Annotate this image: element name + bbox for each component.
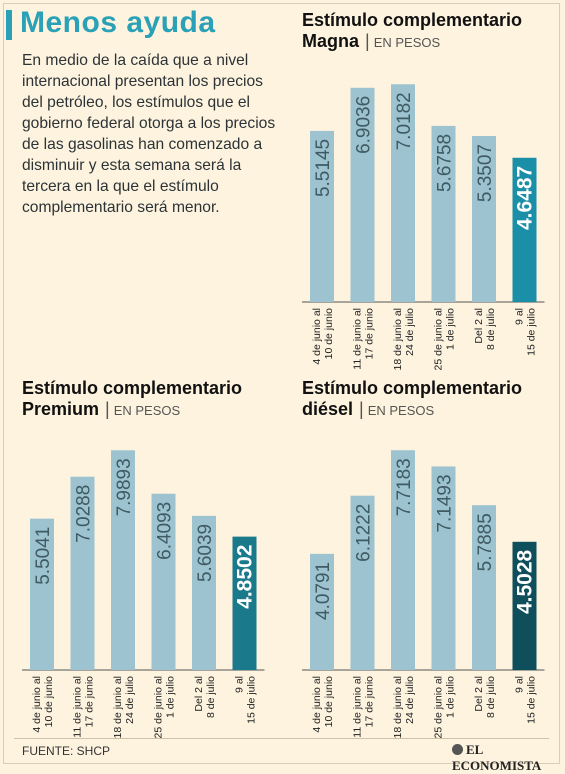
title-accent-bar [6,10,12,40]
intro-paragraph: En medio de la caída que a nivel interna… [22,52,276,216]
chart-magna-title-line2: Magna [302,31,360,51]
chart-magna-value-label-3: 5.6758 [435,134,456,192]
chart-magna-value-label-4: 5.3507 [475,144,496,202]
chart-diesel-bar-5 [512,541,537,670]
chart-premium-bar-4 [192,515,216,670]
chart-diesel-value-label-5: 4.5028 [514,549,537,614]
chart-magna-bar-3 [431,125,456,302]
chart-diesel-bar-4 [472,505,496,670]
chart-diesel-category-label-1: 11 de junio al17 de junio [352,676,376,738]
chart-premium-value-label-1: 7.0288 [74,485,95,543]
chart-diesel-category-label-2: 18 de junio al24 de julio [392,676,416,739]
chart-diesel-bar-1 [350,495,375,670]
chart-diesel-value-label-2: 7.7183 [394,458,415,516]
chart-premium-value-label-3: 6.4093 [155,502,176,560]
chart-magna-category-label-5: 9 al15 de julio [514,308,538,356]
chart-premium-title-line1: Estímulo complementario [22,378,243,398]
chart-premium-category-label-1: 11 de junio al17 de junio [72,676,96,738]
chart-magna-category-label-2: 18 de junio al24 de julio [392,308,416,371]
chart-premium-value-label-5: 4.8502 [234,545,257,609]
chart-diesel-separator: | [359,399,364,419]
chart-premium-value-label-4: 5.6039 [195,524,216,582]
chart-diesel-category-label-3: 25 de junio al1 de julio [433,676,457,739]
chart-premium-title-line2: Premium [22,399,100,419]
chart-magna-category-label-1: 11 de junio al17 de junio [352,308,376,370]
chart-magna-category-label-0: 4 de junio al10 de junio [311,308,335,365]
footer-divider [14,738,549,739]
chart-premium-title: Estímulo complementario Premium | EN PESOS [22,378,242,421]
chart-premium-separator: | [105,399,110,419]
chart-premium: 5.5041 4 de junio al10 de junio 7.0288 11 d… [22,450,265,738]
chart-diesel-value-label-1: 6.1222 [354,504,375,562]
chart-premium-category-label-2: 18 de junio al24 de julio [112,676,136,739]
chart-magna-bar-1 [350,87,375,302]
chart-diesel-title-line2: diésel [302,399,354,419]
chart-diesel-value-label-3: 7.1493 [435,474,456,532]
source-note: FUENTE: SHCP [22,744,111,758]
chart-magna-unit: EN PESOS [373,35,441,50]
chart-premium-value-label-2: 7.9893 [114,458,135,516]
chart-magna-title: Estímulo complementario Magna | EN PESOS [302,10,522,53]
publisher-mark-icon [452,744,463,755]
chart-magna: 5.5145 4 de junio al10 de junio 6.9036 11 d… [302,84,545,370]
chart-premium-category-label-4: Del 2 al8 de julio [193,676,217,718]
chart-diesel-bar-0 [310,553,334,670]
publisher-name: EL ECONOMISTA [452,742,542,773]
chart-premium-bar-0 [30,518,54,670]
chart-magna-bar-0 [310,130,334,302]
infographic-frame [3,3,560,764]
chart-diesel-title: Estímulo complementario diésel | EN PESOS [302,378,522,421]
chart-diesel-bar-2 [391,450,415,670]
chart-diesel-unit: EN PESOS [367,403,435,418]
chart-magna-bar-4 [472,135,496,302]
chart-diesel-category-label-5: 9 al15 de julio [514,676,538,724]
chart-diesel: 4.0791 4 de junio al10 de junio 6.1222 11 d… [302,450,545,738]
main-title: Menos ayuda [20,6,216,39]
chart-premium-bar-1 [70,476,95,670]
chart-magna-value-label-5: 4.6487 [514,166,537,230]
chart-magna-value-label-2: 7.0182 [394,92,415,150]
chart-premium-category-label-3: 25 de junio al1 de julio [153,676,177,739]
chart-diesel-category-label-0: 4 de junio al10 de junio [311,676,335,733]
chart-diesel-bar-3 [431,466,456,670]
publisher-logo: EL ECONOMISTA [452,742,565,774]
chart-magna-value-label-0: 5.5145 [313,139,334,197]
chart-magna-bar-5 [512,157,537,302]
chart-diesel-title-line1: Estímulo complementario [302,378,523,398]
chart-diesel-value-label-0: 4.0791 [313,562,334,620]
chart-magna-separator: | [365,31,370,51]
chart-magna-value-label-1: 6.9036 [354,96,375,154]
chart-premium-value-label-0: 5.5041 [33,527,54,585]
chart-diesel-value-label-4: 5.7885 [475,513,496,571]
chart-premium-category-label-5: 9 al15 de julio [234,676,258,724]
chart-magna-bar-2 [391,84,415,302]
chart-premium-unit: EN PESOS [113,403,181,418]
chart-premium-bar-2 [111,450,135,670]
chart-diesel-category-label-4: Del 2 al8 de julio [473,676,497,718]
chart-magna-category-label-4: Del 2 al8 de julio [473,308,497,350]
chart-premium-bar-5 [232,536,257,670]
chart-magna-title-line1: Estímulo complementario [302,10,523,30]
chart-magna-category-label-3: 25 de junio al1 de julio [433,308,457,371]
chart-premium-category-label-0: 4 de junio al10 de junio [31,676,55,733]
chart-premium-bar-3 [151,493,176,670]
